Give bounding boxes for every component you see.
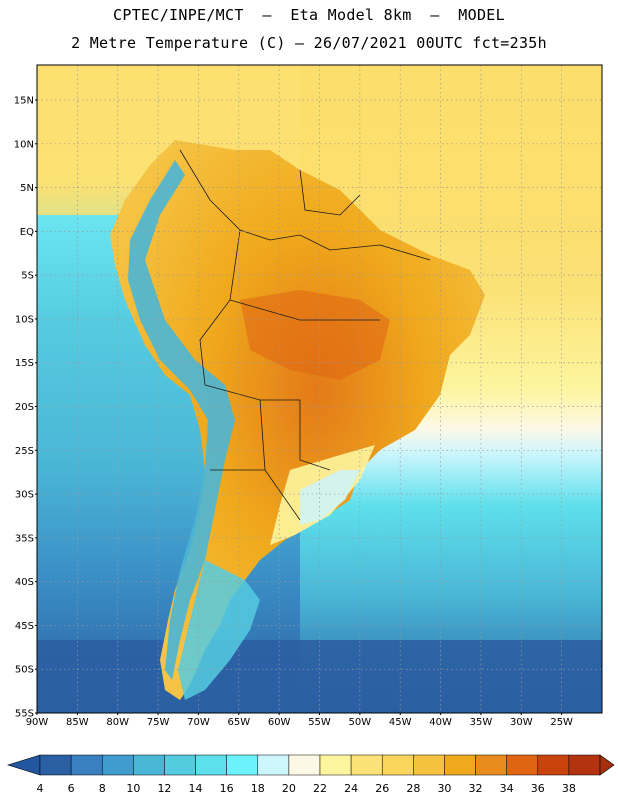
colorbar-swatch (288, 754, 321, 776)
map-title-line2: 2 Metre Temperature (C) – 26/07/2021 00U… (71, 34, 547, 52)
colorbar-label: 24 (344, 782, 358, 795)
central-hot-core (240, 290, 390, 380)
lon-label: 85W (66, 717, 89, 728)
colorbar-label: 34 (500, 782, 514, 795)
colorbar-swatch (319, 754, 352, 776)
map-title-line1: CPTEC/INPE/MCT – Eta Model 8km – MODEL (113, 6, 505, 24)
lon-label: 45W (389, 717, 412, 728)
colorbar-label: 18 (251, 782, 265, 795)
colorbar-swatch (39, 754, 72, 776)
lat-lon-grid (37, 65, 602, 713)
colorbar-under-arrow (6, 754, 41, 776)
lon-label: 40W (429, 717, 452, 728)
longitude-labels: 90W 85W 80W 75W 70W 65W 60W 55W 50W 45W 40W 35W 30W 2… (26, 713, 573, 728)
lon-label: 70W (187, 717, 210, 728)
lon-label: 75W (147, 717, 170, 728)
colorbar-label: 22 (313, 782, 327, 795)
colorbar-swatch (381, 754, 414, 776)
colorbar-label: 6 (68, 782, 75, 795)
colorbar-swatch (537, 754, 570, 776)
colorbar-swatch (195, 754, 227, 776)
lat-label: 15N (14, 96, 34, 107)
country-borders (179, 149, 431, 521)
lon-label: 55W (308, 717, 331, 728)
colorbar-swatch (70, 754, 103, 776)
colorbar: 4 6 8 10 12 14 16 18 20 22 24 26 28 30 32 34 36 38 (6, 754, 615, 795)
colorbar-swatch (164, 754, 196, 776)
lat-label: 55S (15, 709, 34, 720)
lat-label: 5S (21, 271, 34, 282)
colorbar-label: 16 (220, 782, 234, 795)
latitude-labels: 15N 10N 5N EQ 5S 10S 15S 20S 25S 30S 35S 40S 45S 50S 5… (14, 96, 37, 720)
colorbar-swatch (350, 754, 383, 776)
colorbar-label: 30 (437, 782, 451, 795)
colorbar-swatch (257, 754, 290, 776)
lat-label: 5N (20, 183, 34, 194)
colorbar-label: 20 (282, 782, 296, 795)
colorbar-label: 4 (37, 782, 44, 795)
lon-label: 80W (106, 717, 129, 728)
colorbar-label: 28 (406, 782, 420, 795)
colorbar-label: 32 (469, 782, 483, 795)
colorbar-swatch (101, 754, 134, 776)
colorbar-swatch (568, 754, 601, 776)
lon-label: 60W (268, 717, 291, 728)
lon-label: 30W (510, 717, 533, 728)
colorbar-swatch (226, 754, 259, 776)
lat-label: 40S (15, 577, 34, 588)
colorbar-swatch (444, 754, 476, 776)
colorbar-label: 10 (126, 782, 140, 795)
lat-label: 20S (15, 402, 34, 413)
colorbar-label: 38 (562, 782, 576, 795)
colorbar-swatch (506, 754, 539, 776)
colorbar-over-arrow (599, 754, 615, 776)
colorbar-swatch (475, 754, 507, 776)
colorbar-label: 12 (157, 782, 171, 795)
lat-label: 10S (15, 314, 34, 325)
lat-label: 50S (15, 665, 34, 676)
lat-label: 30S (15, 490, 34, 501)
lat-label: 25S (15, 446, 34, 457)
colorbar-label: 8 (99, 782, 106, 795)
lon-label: 25W (550, 717, 573, 728)
colorbar-label: 14 (189, 782, 203, 795)
colorbar-label: 36 (531, 782, 545, 795)
lat-label: 15S (15, 358, 34, 369)
lat-label: 35S (15, 533, 34, 544)
lon-label: 65W (227, 717, 250, 728)
lon-label: 90W (26, 717, 49, 728)
uruguay-cool-region (300, 470, 360, 525)
lat-label: EQ (20, 227, 34, 238)
lat-label: 10N (14, 139, 34, 150)
lat-label: 45S (15, 621, 34, 632)
lon-label: 50W (349, 717, 372, 728)
lon-label: 35W (470, 717, 493, 728)
colorbar-swatch (413, 754, 445, 776)
map-area (37, 65, 602, 713)
colorbar-label: 26 (375, 782, 389, 795)
colorbar-swatch (133, 754, 165, 776)
andes-cold-strip (128, 160, 235, 680)
